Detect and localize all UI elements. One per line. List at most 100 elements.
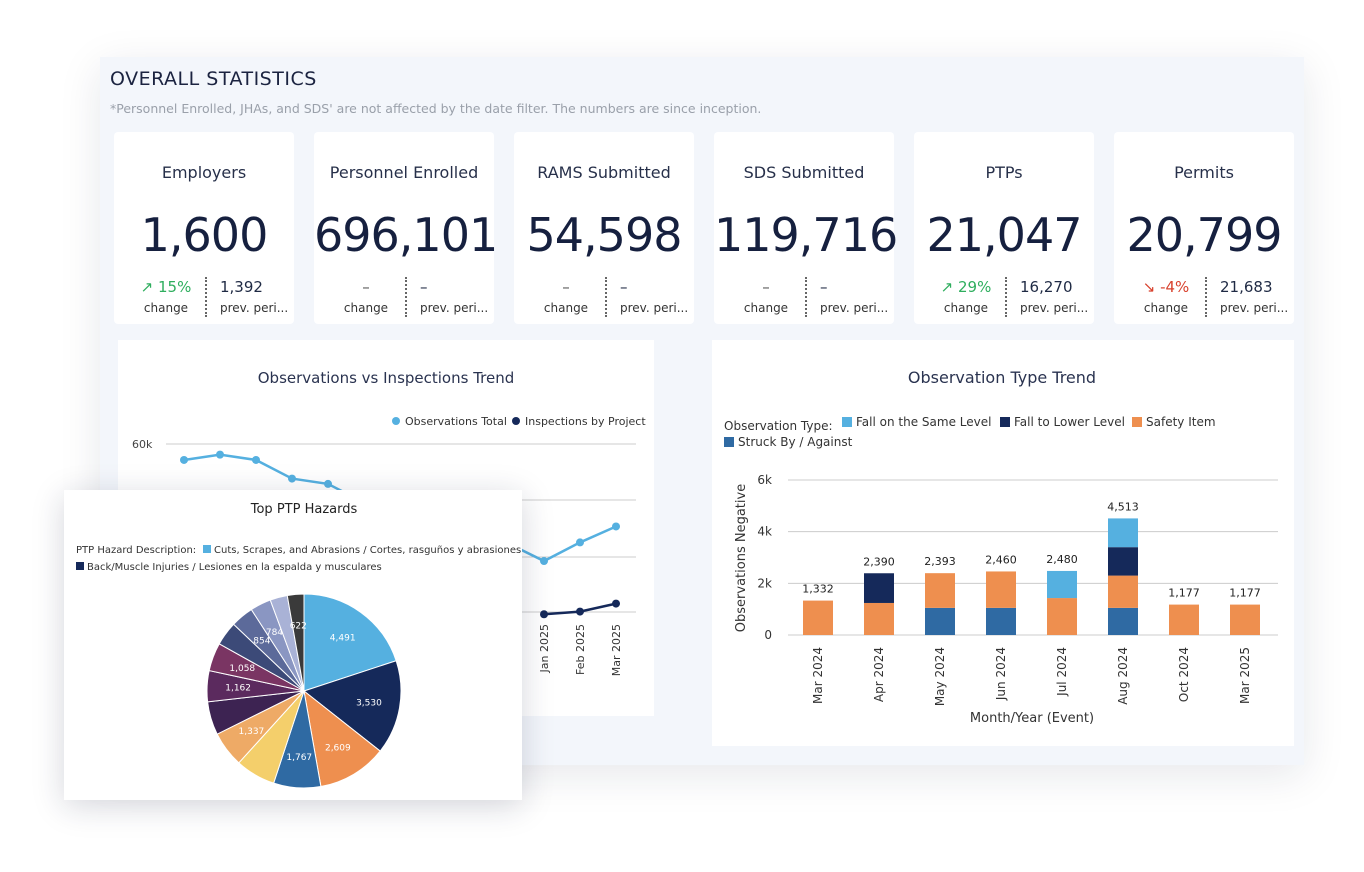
prev-period-label: prev. peri... bbox=[220, 301, 289, 315]
bar-chart-svg: Observation Type Trend Observation Type: F… bbox=[724, 368, 1278, 726]
prev-period-value: – bbox=[620, 278, 628, 296]
x-tick-label: Jun 2024 bbox=[994, 647, 1008, 701]
stat-card-value: 119,716 bbox=[714, 208, 898, 262]
x-tick-label: Mar 2024 bbox=[811, 647, 825, 704]
y-tick-label: 2k bbox=[757, 576, 772, 590]
change-label: change bbox=[343, 301, 389, 315]
legend-swatch bbox=[1000, 417, 1010, 427]
x-tick-label: Aug 2024 bbox=[1116, 647, 1130, 705]
prev-period-label: prev. peri... bbox=[1020, 301, 1089, 315]
data-point bbox=[612, 522, 620, 531]
legend-swatch bbox=[1132, 417, 1142, 427]
legend-label: Observations Total bbox=[405, 415, 507, 428]
stat-card-value: 21,047 bbox=[926, 208, 1083, 262]
stat-card: SDS Submitted 119,716 – change – prev. p… bbox=[714, 132, 898, 324]
data-point bbox=[180, 455, 188, 464]
top-ptp-hazards-chart: Top PTP Hazards PTP Hazard Description: Cu… bbox=[64, 490, 522, 800]
y-axis-label: Observations Negative bbox=[734, 484, 749, 632]
stat-card-value: 20,799 bbox=[1126, 208, 1283, 262]
legend-label: Cuts, Scrapes, and Abrasions / Cortes, r… bbox=[214, 545, 521, 556]
legend-label: Fall to Lower Level bbox=[1014, 415, 1125, 429]
divider bbox=[1205, 277, 1207, 317]
x-tick-label: Mar 2025 bbox=[1238, 647, 1252, 704]
stat-card-label: Employers bbox=[161, 163, 247, 182]
data-point bbox=[540, 557, 548, 566]
x-tick-label: Jan 2025 bbox=[538, 624, 551, 673]
legend-label: Safety Item bbox=[1146, 415, 1216, 429]
prev-period-value: 21,683 bbox=[1220, 278, 1273, 296]
divider bbox=[205, 277, 207, 317]
legend-swatch bbox=[842, 417, 852, 427]
slice-label: 1,162 bbox=[225, 684, 251, 694]
x-tick-label: Jul 2024 bbox=[1055, 647, 1069, 697]
change-label: change bbox=[1143, 301, 1189, 315]
legend-label: Struck By / Against bbox=[738, 435, 853, 449]
data-point bbox=[576, 607, 584, 616]
bar-segment bbox=[1230, 604, 1260, 635]
change-percent: – bbox=[362, 278, 370, 296]
legend-title: Observation Type: bbox=[724, 419, 833, 433]
legend-label: Inspections by Project bbox=[525, 415, 646, 428]
legend-label: Back/Muscle Injuries / Lesiones en la es… bbox=[87, 562, 382, 573]
change-percent: -4% bbox=[1160, 278, 1190, 296]
divider bbox=[405, 277, 407, 317]
stat-card: PTPs 21,047 ↗ 29% change 16,270 prev. pe… bbox=[914, 132, 1094, 324]
change-label: change bbox=[943, 301, 989, 315]
change-percent: 29% bbox=[958, 278, 992, 296]
bar-total-label: 1,177 bbox=[1229, 587, 1261, 600]
bar-total-label: 4,513 bbox=[1107, 500, 1139, 513]
slice-label: 854 bbox=[253, 636, 270, 646]
stat-card-label: Permits bbox=[1174, 163, 1234, 182]
slice-label: 1,058 bbox=[229, 664, 255, 674]
y-tick-label: 0 bbox=[764, 628, 772, 642]
change-value: ↗ 29% bbox=[928, 278, 1004, 296]
bar-segment bbox=[864, 573, 894, 603]
change-value: – bbox=[728, 278, 804, 296]
bar-segment bbox=[1108, 518, 1138, 548]
divider bbox=[805, 277, 807, 317]
pie-slice bbox=[286, 593, 305, 692]
bar-segment bbox=[803, 600, 833, 635]
data-point bbox=[288, 474, 296, 483]
legend-swatch bbox=[76, 562, 84, 570]
change-percent: – bbox=[562, 278, 570, 296]
legend-swatch bbox=[203, 545, 211, 553]
bar-segment bbox=[864, 602, 894, 635]
bar-segment bbox=[1108, 547, 1138, 576]
bar-segment bbox=[1047, 570, 1077, 599]
prev-period-label: prev. peri... bbox=[420, 301, 489, 315]
y-tick-label: 4k bbox=[757, 525, 772, 539]
bar-total-label: 1,332 bbox=[802, 583, 834, 596]
stat-card-label: Personnel Enrolled bbox=[329, 163, 479, 182]
change-label: change bbox=[743, 301, 789, 315]
pie-chart-svg: Top PTP Hazards PTP Hazard Description: Cu… bbox=[76, 502, 521, 789]
data-point bbox=[576, 538, 584, 547]
chart-title: Top PTP Hazards bbox=[250, 502, 358, 517]
bar-total-label: 1,177 bbox=[1168, 587, 1200, 600]
legend-title: PTP Hazard Description: bbox=[76, 545, 196, 556]
change-percent: 15% bbox=[158, 278, 192, 296]
legend-marker bbox=[392, 417, 400, 425]
stat-card-value: 54,598 bbox=[526, 208, 683, 262]
x-tick-label: Feb 2025 bbox=[574, 624, 587, 675]
prev-period-value: – bbox=[420, 278, 428, 296]
legend-marker bbox=[512, 417, 520, 425]
arrow-up-right-icon: ↗ bbox=[940, 278, 958, 296]
stat-card: RAMS Submitted 54,598 – change – prev. p… bbox=[514, 132, 694, 324]
bar-segment bbox=[986, 607, 1016, 635]
stat-card: Permits 20,799 ↘ -4% change 21,683 prev.… bbox=[1114, 132, 1294, 324]
bar-segment bbox=[1047, 598, 1077, 635]
slice-label: 622 bbox=[290, 621, 307, 631]
stat-card-label: PTPs bbox=[985, 163, 1023, 182]
change-percent: – bbox=[762, 278, 770, 296]
x-tick-label: May 2024 bbox=[933, 647, 947, 706]
stat-card-label: SDS Submitted bbox=[743, 163, 865, 182]
bar-total-label: 2,480 bbox=[1046, 553, 1078, 566]
data-point bbox=[540, 610, 548, 619]
change-value: ↗ 15% bbox=[128, 278, 204, 296]
slice-label: 3,530 bbox=[356, 698, 382, 708]
change-value: – bbox=[328, 278, 404, 296]
x-tick-label: Oct 2024 bbox=[1177, 647, 1191, 702]
x-axis-label: Month/Year (Event) bbox=[970, 711, 1094, 726]
y-tick-label: 60k bbox=[132, 438, 153, 451]
